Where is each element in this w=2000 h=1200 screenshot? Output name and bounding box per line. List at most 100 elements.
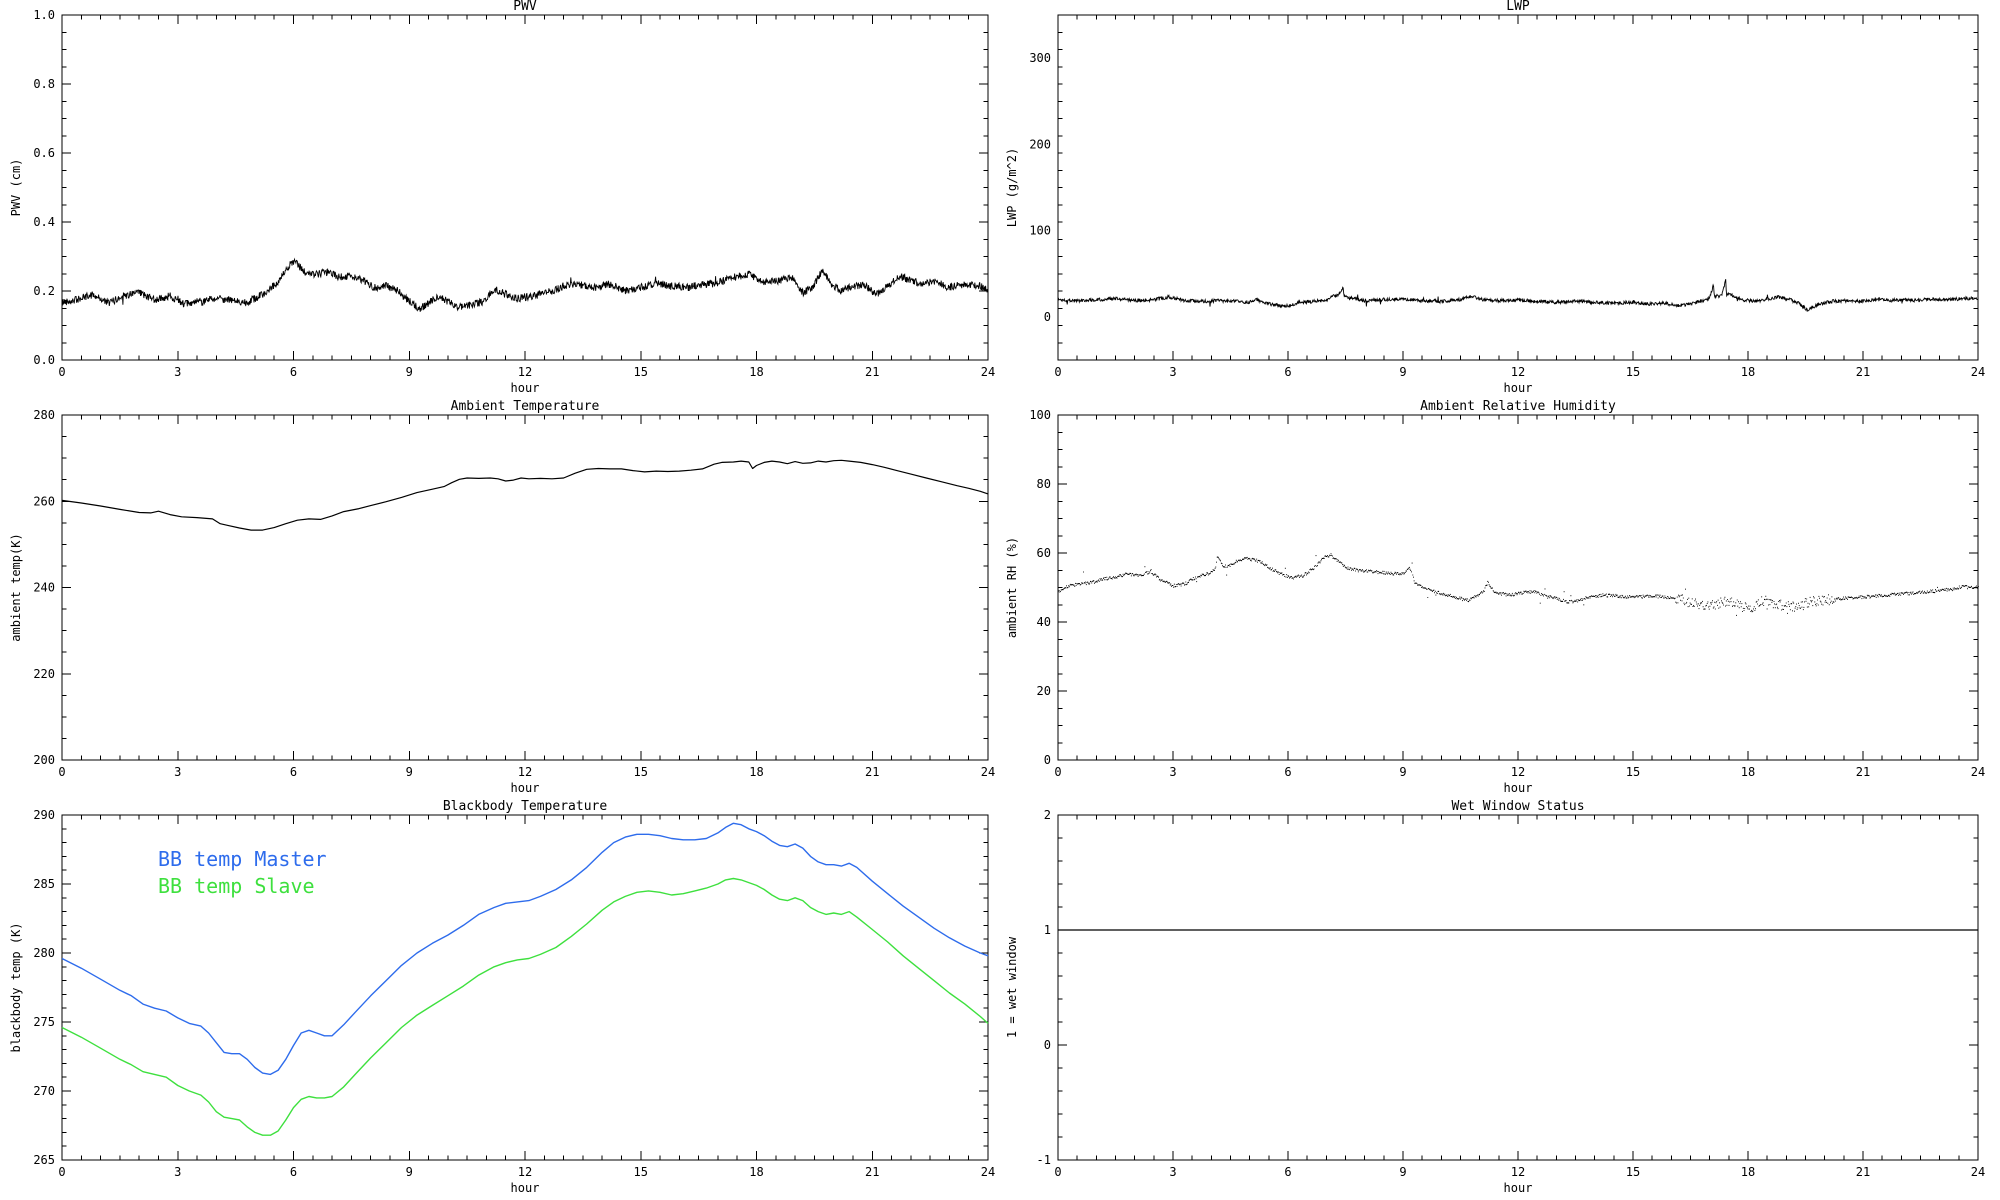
panel-pwv: 0 3 6 9 12 15 18 21 24 0.0 0.2 0.4 0.6 0.8 1.0 PWV hour P… xyxy=(0,0,1000,400)
lwp-x-tick-label: 15 xyxy=(1626,365,1640,379)
blackbody-temperature-x-tick-label: 18 xyxy=(749,1165,763,1179)
ambient-relative-humidity-series-0 xyxy=(1058,553,1979,616)
wet-window-status-x-tick-label: 15 xyxy=(1626,1165,1640,1179)
pwv-x-tick-label: 15 xyxy=(634,365,648,379)
pwv-y-tick-label: 1.0 xyxy=(33,8,55,22)
lwp-title: LWP xyxy=(1506,0,1530,14)
chart-ambient-relative-humidity: 0 3 6 9 12 15 18 21 24 0 20 40 60 80 100 Ambient Relati… xyxy=(1005,400,1985,795)
wet-window-status-x-tick-label: 12 xyxy=(1511,1165,1525,1179)
lwp-x-tick-label: 21 xyxy=(1856,365,1870,379)
wet-window-status-x-tick-label: 18 xyxy=(1741,1165,1755,1179)
ambient-temperature-x-tick-label: 21 xyxy=(865,765,879,779)
lwp-x-tick-label: 3 xyxy=(1169,365,1176,379)
pwv-x-tick-label: 21 xyxy=(865,365,879,379)
ambient-relative-humidity-ylabel: ambient RH (%) xyxy=(1005,537,1019,638)
blackbody-temperature-x-tick-label: 21 xyxy=(865,1165,879,1179)
lwp-x-tick-label: 12 xyxy=(1511,365,1525,379)
blackbody-temperature-x-tick-label: 9 xyxy=(406,1165,413,1179)
axis-box xyxy=(1057,814,1979,1161)
ambient-relative-humidity-x-tick-label: 24 xyxy=(1971,765,1985,779)
ambient-relative-humidity-xlabel: hour xyxy=(1504,781,1533,795)
axis-box xyxy=(61,414,989,761)
lwp-y-tick-label: 200 xyxy=(1029,137,1051,151)
ambient-relative-humidity-y-tick-label: 100 xyxy=(1029,408,1051,422)
ambient-temperature-xlabel: hour xyxy=(511,781,540,795)
pwv-x-tick-label: 0 xyxy=(58,365,65,379)
chart-lwp: 0 3 6 9 12 15 18 21 24 0 100 200 300 LWP hour LWP (g/m^… xyxy=(1005,0,1985,395)
blackbody-temperature-y-tick-label: 265 xyxy=(33,1153,55,1167)
pwv-x-tick-label: 12 xyxy=(518,365,532,379)
ambient-relative-humidity-title: Ambient Relative Humidity xyxy=(1420,400,1616,414)
blackbody-temperature-x-tick-label: 12 xyxy=(518,1165,532,1179)
panel-wet-window-status: 0 3 6 9 12 15 18 21 24 -1 0 1 2 Wet Window Status hour… xyxy=(1000,800,2000,1200)
blackbody-temperature-x-tick-label: 24 xyxy=(981,1165,995,1179)
ambient-relative-humidity-x-tick-label: 9 xyxy=(1399,765,1406,779)
ambient-relative-humidity-x-tick-label: 12 xyxy=(1511,765,1525,779)
ambient-temperature-title: Ambient Temperature xyxy=(451,400,600,414)
blackbody-temperature-x-tick-label: 15 xyxy=(634,1165,648,1179)
blackbody-temperature-y-tick-label: 290 xyxy=(33,808,55,822)
wet-window-status-xlabel: hour xyxy=(1504,1181,1533,1195)
ambient-relative-humidity-x-tick-label: 6 xyxy=(1284,765,1291,779)
lwp-y-tick-label: 100 xyxy=(1029,224,1051,238)
blackbody-temperature-legend-item-1: BB temp Slave xyxy=(158,874,315,898)
blackbody-temperature-ylabel: blackbody temp (K) xyxy=(9,922,23,1052)
wet-window-status-x-tick-label: 0 xyxy=(1054,1165,1061,1179)
wet-window-status-y-tick-label: -1 xyxy=(1037,1153,1051,1167)
lwp-x-tick-label: 0 xyxy=(1054,365,1061,379)
blackbody-temperature-y-tick-label: 280 xyxy=(33,946,55,960)
pwv-series-0 xyxy=(61,257,989,312)
pwv-y-tick-label: 0.0 xyxy=(33,353,55,367)
pwv-x-tick-label: 9 xyxy=(406,365,413,379)
lwp-x-tick-label: 18 xyxy=(1741,365,1755,379)
wet-window-status-x-tick-label: 21 xyxy=(1856,1165,1870,1179)
ambient-relative-humidity-y-tick-label: 20 xyxy=(1037,684,1051,698)
ambient-relative-humidity-y-tick-label: 80 xyxy=(1037,477,1051,491)
pwv-xlabel: hour xyxy=(511,381,540,395)
ambient-relative-humidity-y-tick-label: 40 xyxy=(1037,615,1051,629)
lwp-x-tick-label: 24 xyxy=(1971,365,1985,379)
wet-window-status-y-tick-label: 1 xyxy=(1044,923,1051,937)
ambient-temperature-ylabel: ambient temp(K) xyxy=(9,533,23,641)
pwv-ylabel: PWV (cm) xyxy=(9,159,23,217)
ambient-temperature-x-tick-label: 6 xyxy=(290,765,297,779)
lwp-ylabel: LWP (g/m^2) xyxy=(1005,148,1019,227)
lwp-y-tick-label: 300 xyxy=(1029,51,1051,65)
pwv-y-tick-label: 0.2 xyxy=(33,284,55,298)
wet-window-status-x-tick-label: 6 xyxy=(1284,1165,1291,1179)
blackbody-temperature-y-tick-label: 275 xyxy=(33,1015,55,1029)
pwv-x-tick-label: 24 xyxy=(981,365,995,379)
blackbody-temperature-x-tick-label: 6 xyxy=(290,1165,297,1179)
ambient-relative-humidity-y-tick-label: 60 xyxy=(1037,546,1051,560)
blackbody-temperature-series-1 xyxy=(61,877,989,1136)
ambient-relative-humidity-x-tick-label: 15 xyxy=(1626,765,1640,779)
ambient-relative-humidity-y-tick-label: 0 xyxy=(1044,753,1051,767)
panel-ambient-temperature: 0 3 6 9 12 15 18 21 24 200 220 240 260 280 Ambient Tem… xyxy=(0,400,1000,800)
chart-pwv: 0 3 6 9 12 15 18 21 24 0.0 0.2 0.4 0.6 0.8 1.0 PWV hour P… xyxy=(9,0,995,395)
axis-box xyxy=(61,14,989,361)
ambient-temperature-y-tick-label: 240 xyxy=(33,581,55,595)
ambient-temperature-y-tick-label: 280 xyxy=(33,408,55,422)
ambient-relative-humidity-x-tick-label: 21 xyxy=(1856,765,1870,779)
lwp-x-tick-label: 6 xyxy=(1284,365,1291,379)
panel-lwp: 0 3 6 9 12 15 18 21 24 0 100 200 300 LWP hour LWP (g/m^… xyxy=(1000,0,2000,400)
ambient-temperature-y-tick-label: 220 xyxy=(33,667,55,681)
ambient-temperature-series-0 xyxy=(61,459,989,531)
chart-blackbody-temperature: 0 3 6 9 12 15 18 21 24 265 270 275 280 285 290 Blackbod… xyxy=(9,800,995,1195)
pwv-y-tick-label: 0.8 xyxy=(33,77,55,91)
pwv-y-tick-label: 0.6 xyxy=(33,146,55,160)
lwp-series-0 xyxy=(1057,279,1979,312)
wet-window-status-title: Wet Window Status xyxy=(1451,800,1584,814)
lwp-x-tick-label: 9 xyxy=(1399,365,1406,379)
ambient-temperature-y-tick-label: 200 xyxy=(33,753,55,767)
lwp-xlabel: hour xyxy=(1504,381,1533,395)
blackbody-temperature-x-tick-label: 0 xyxy=(58,1165,65,1179)
ambient-temperature-x-tick-label: 0 xyxy=(58,765,65,779)
ambient-temperature-y-tick-label: 260 xyxy=(33,494,55,508)
ambient-temperature-x-tick-label: 18 xyxy=(749,765,763,779)
pwv-x-tick-label: 6 xyxy=(290,365,297,379)
chart-ambient-temperature: 0 3 6 9 12 15 18 21 24 200 220 240 260 280 Ambient Tem… xyxy=(9,400,995,795)
wet-window-status-ylabel: 1 = wet window xyxy=(1005,936,1019,1038)
